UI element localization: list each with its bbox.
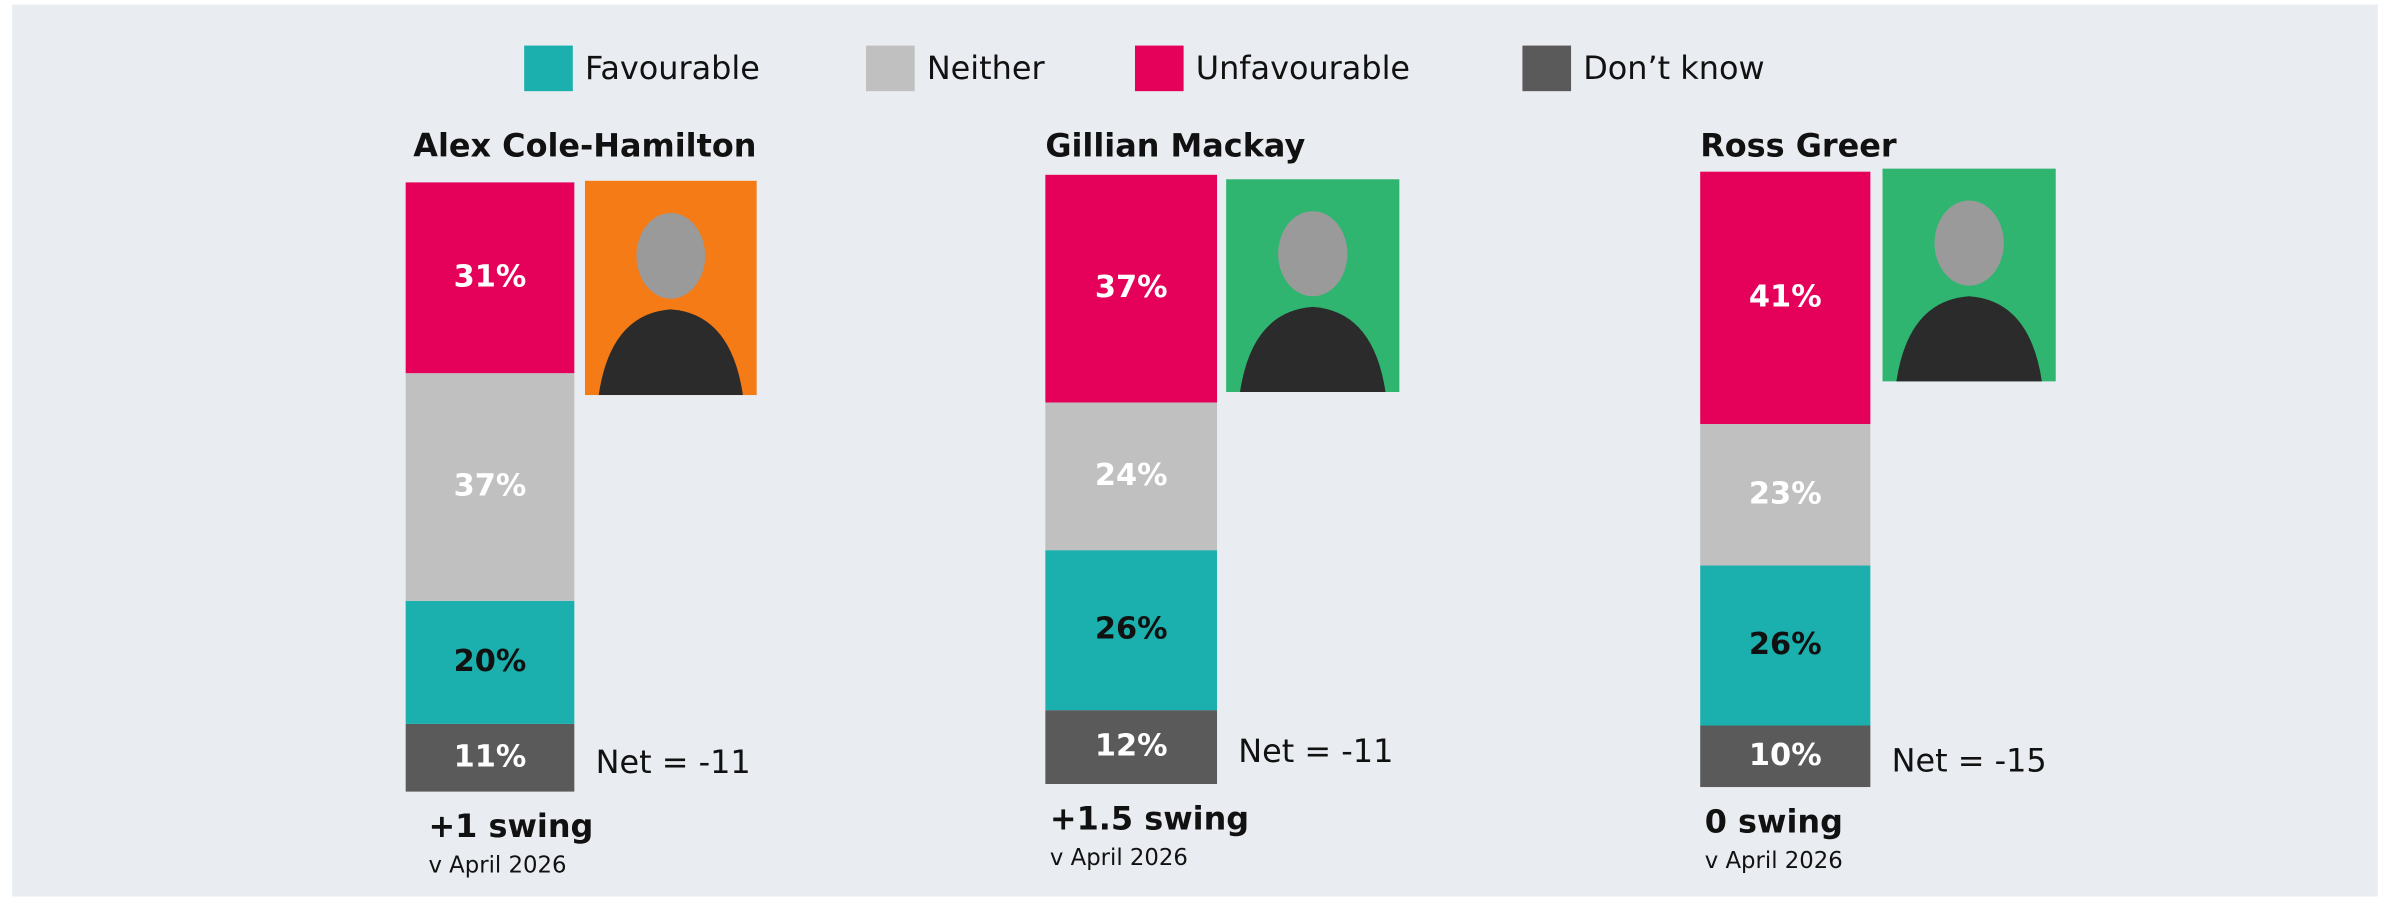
legend-swatch: [866, 45, 915, 92]
net-label: Net = -11: [1238, 732, 1393, 770]
value-label: 26%: [1095, 612, 1168, 647]
bar-segment: [1700, 423, 1871, 566]
legend-label: Don’t know: [1583, 49, 1764, 87]
bar-segment: [1045, 710, 1218, 785]
swing-note: v April 2026: [1705, 848, 1843, 874]
net-label: Net = -15: [1892, 741, 2047, 779]
value-label: 11%: [454, 739, 527, 774]
bar-segment: [405, 723, 575, 792]
value-label: 31%: [454, 259, 527, 294]
value-label: 24%: [1095, 458, 1168, 493]
swing-note: v April 2026: [428, 853, 566, 879]
person-name: Ross Greer: [1700, 126, 1897, 164]
legend-swatch: [1522, 45, 1572, 92]
photo-head: [1934, 200, 2004, 286]
swing-label: 0 swing: [1705, 803, 1843, 841]
legend-label: Favourable: [585, 49, 760, 87]
person-name: Gillian Mackay: [1045, 126, 1305, 164]
photo-body: [598, 309, 743, 396]
value-label: 10%: [1749, 738, 1822, 773]
value-label: 23%: [1749, 476, 1822, 511]
bar-segment: [1700, 565, 1871, 726]
value-label: 37%: [1095, 270, 1168, 305]
photo-head: [636, 212, 706, 299]
value-label: 37%: [454, 469, 527, 504]
value-label: 26%: [1749, 627, 1822, 662]
photo-body: [1240, 306, 1386, 393]
swing-label: +1 swing: [428, 807, 593, 845]
photo-body: [1896, 296, 2042, 382]
bar-segment: [405, 373, 575, 601]
bar-segment: [1045, 550, 1218, 711]
legend-swatch: [1134, 45, 1184, 92]
value-label: 12%: [1095, 729, 1168, 764]
legend-swatch: [524, 45, 573, 92]
bar-segment: [405, 182, 575, 374]
bar-segment: [1045, 174, 1218, 403]
bar-segment: [405, 600, 575, 724]
photo-head: [1278, 211, 1348, 297]
swing-label: +1.5 swing: [1050, 799, 1249, 837]
bar-segment: [1700, 171, 1871, 424]
value-label: 20%: [454, 644, 527, 679]
bar-segment: [1700, 725, 1871, 788]
bar-segment: [1045, 402, 1218, 551]
person-name: Alex Cole-Hamilton: [413, 126, 756, 164]
legend-label: Unfavourable: [1196, 49, 1410, 87]
legend-label: Neither: [927, 49, 1046, 87]
net-label: Net = -11: [596, 743, 751, 781]
swing-note: v April 2026: [1050, 845, 1188, 871]
value-label: 41%: [1749, 279, 1822, 314]
